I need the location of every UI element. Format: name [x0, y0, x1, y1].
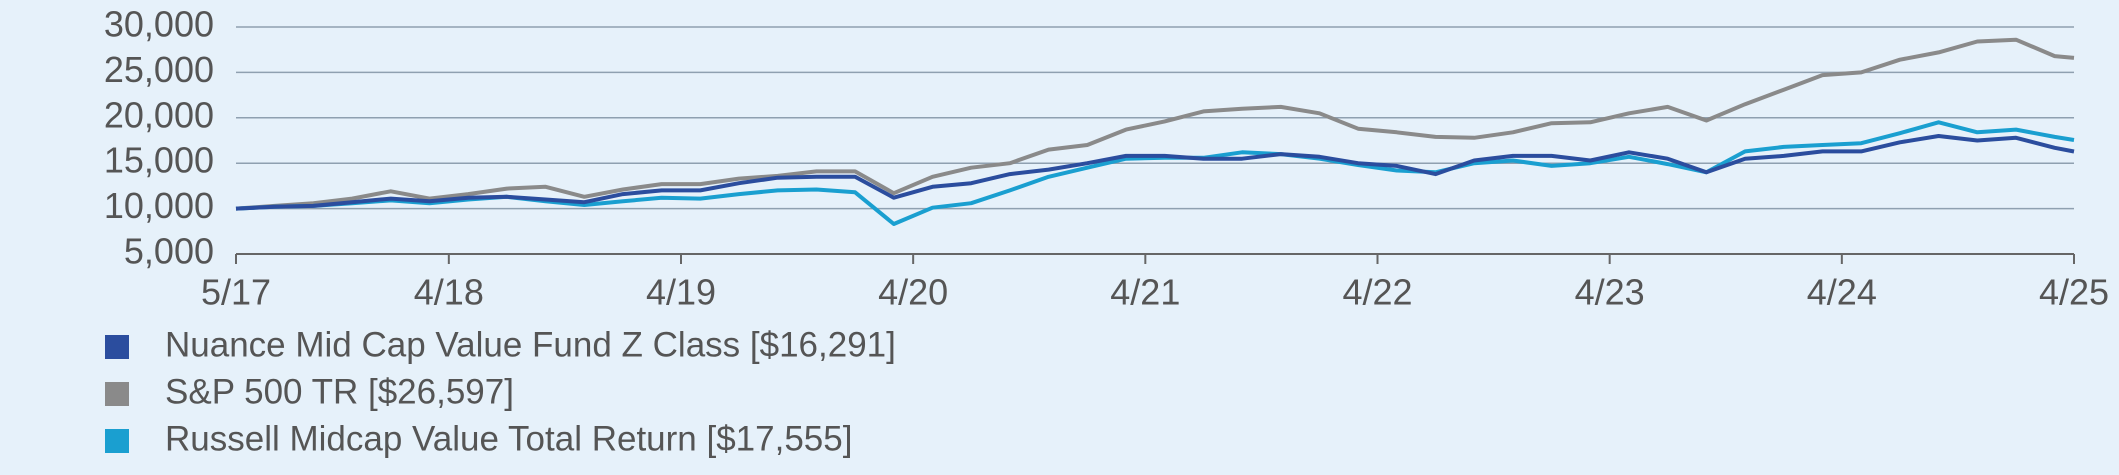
x-tick-label: 4/22	[1342, 272, 1412, 313]
series-line	[235, 37, 2075, 211]
x-tick-label: 4/23	[1575, 272, 1645, 313]
legend-swatch	[105, 429, 129, 453]
legend-label: Nuance Mid Cap Value Fund Z Class [$16,2…	[165, 325, 896, 364]
y-tick-label: 10,000	[104, 185, 214, 226]
y-tick-label: 30,000	[104, 4, 214, 45]
y-tick-label: 5,000	[124, 231, 214, 272]
legend-swatch	[105, 382, 129, 406]
y-tick-label: 20,000	[104, 94, 214, 135]
legend-swatch	[105, 335, 129, 359]
x-tick-label: 4/21	[1110, 272, 1180, 313]
x-tick-label: 4/24	[1807, 272, 1877, 313]
legend-label: S&P 500 TR [$26,597]	[165, 372, 514, 411]
x-tick-label: 4/25	[2039, 272, 2109, 313]
x-tick-label: 4/19	[646, 272, 716, 313]
x-tick-label: 5/17	[201, 272, 271, 313]
y-tick-label: 25,000	[104, 49, 214, 90]
x-tick-label: 4/18	[414, 272, 484, 313]
series-line	[235, 134, 2075, 211]
legend-label: Russell Midcap Value Total Return [$17,5…	[165, 419, 852, 458]
y-tick-label: 15,000	[104, 140, 214, 181]
x-tick-label: 4/20	[878, 272, 948, 313]
